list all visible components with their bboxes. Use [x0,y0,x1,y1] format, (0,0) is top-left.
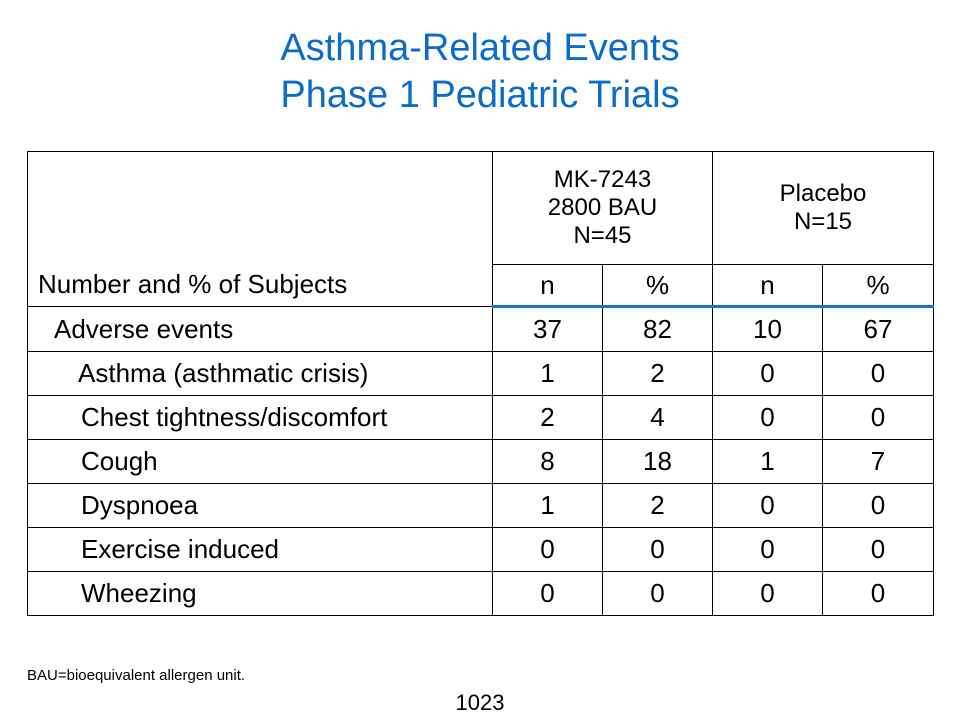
cell-value: 18 [602,439,713,484]
subheader-pct-placebo: % [822,264,934,308]
table-row: Adverse events 37 82 10 67 [27,306,934,352]
slide-title-line1: Asthma-Related Events [280,27,680,69]
row-header-label: Number and % of Subjects [38,269,348,299]
table-row: Exercise induced 0 0 0 0 [27,527,934,572]
group-placebo-line1: Placebo [779,180,867,207]
cell-value: 0 [822,395,934,440]
subheader-n-placebo: n [712,264,823,308]
group-header-mk7243: MK-7243 2800 BAU N=45 [492,151,713,265]
cell-value: 82 [602,306,713,352]
cell-value: 0 [712,571,823,616]
cell-value: 0 [602,527,713,572]
group-placebo-line2: N=15 [793,208,853,235]
table-row: Asthma (asthmatic crisis) 1 2 0 0 [27,351,934,396]
adverse-events-table: Number and % of Subjects MK-7243 2800 BA… [27,151,934,616]
cell-value: 0 [492,571,603,616]
row-label: Chest tightness/discomfort [27,395,493,440]
cell-value: 37 [492,306,603,352]
group-mk7243-line1: MK-7243 [553,166,652,193]
cell-value: 0 [822,483,934,528]
subheader-pct-mk7243: % [602,264,713,308]
table-row: Cough 8 18 1 7 [27,439,934,484]
row-header-cell: Number and % of Subjects [27,151,493,307]
row-label: Exercise induced [27,527,493,572]
row-label: Dyspnoea [27,483,493,528]
cell-value: 0 [492,527,603,572]
group-mk7243-line3: N=45 [573,222,632,249]
cell-value: 1 [492,351,603,396]
cell-value: 0 [822,571,934,616]
cell-value: 0 [712,483,823,528]
cell-value: 0 [712,395,823,440]
cell-value: 0 [602,571,713,616]
cell-value: 0 [822,527,934,572]
table-row: Wheezing 0 0 0 0 [27,571,934,616]
row-label: Adverse events [27,306,493,352]
cell-value: 4 [602,395,713,440]
cell-value: 1 [712,439,823,484]
row-label: Wheezing [27,571,493,616]
cell-value: 0 [822,351,934,396]
cell-value: 2 [602,351,713,396]
group-header-placebo: Placebo N=15 [712,151,934,265]
cell-value: 2 [602,483,713,528]
page-number: 1023 [455,690,505,715]
table-row: Chest tightness/discomfort 2 4 0 0 [27,395,934,440]
cell-value: 10 [712,306,823,352]
cell-value: 67 [822,306,934,352]
cell-value: 0 [712,527,823,572]
cell-value: 2 [492,395,603,440]
row-label: Asthma (asthmatic crisis) [27,351,493,396]
subheader-n-mk7243: n [492,264,603,308]
row-label: Cough [27,439,493,484]
table-row: Dyspnoea 1 2 0 0 [27,483,934,528]
cell-value: 7 [822,439,934,484]
cell-value: 8 [492,439,603,484]
cell-value: 1 [492,483,603,528]
cell-value: 0 [712,351,823,396]
group-mk7243-line2: 2800 BAU [547,194,658,221]
footnote: BAU=bioequivalent allergen unit. [27,667,246,684]
slide-title-line2: Phase 1 Pediatric Trials [280,74,680,116]
